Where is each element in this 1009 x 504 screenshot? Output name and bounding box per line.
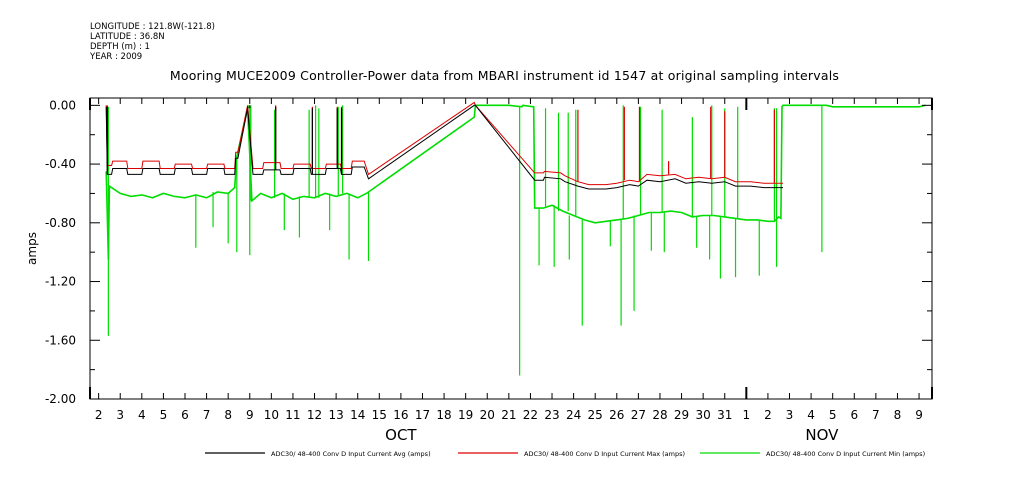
x-tick-label: 6	[850, 408, 858, 422]
x-tick-label: 15	[372, 408, 387, 422]
series-line-3	[105, 104, 926, 260]
y-tick-label: -2.00	[45, 392, 76, 406]
series-line-1	[105, 104, 783, 190]
legend-layer: ADC30/ 48-400 Conv D Input Current Avg (…	[205, 450, 925, 458]
month-label: NOV	[805, 426, 839, 444]
x-tick-label: 11	[285, 408, 300, 422]
chart-title: Mooring MUCE2009 Controller-Power data f…	[169, 68, 840, 83]
series-line-2	[105, 101, 783, 186]
x-tick-label: 3	[116, 408, 124, 422]
x-tick-label: 21	[501, 408, 516, 422]
x-tick-label: 2	[764, 408, 772, 422]
x-tick-label: 30	[696, 408, 711, 422]
x-tick-label: 3	[786, 408, 794, 422]
x-tick-label: 27	[631, 408, 646, 422]
x-tick-label: 4	[807, 408, 815, 422]
y-tick-label: -0.80	[45, 216, 76, 230]
x-tick-label: 26	[609, 408, 624, 422]
x-tick-label: 20	[480, 408, 495, 422]
x-tick-label: 12	[307, 408, 322, 422]
latitude-text: LATITUDE : 36.8N	[90, 32, 165, 42]
legend-label-2: ADC30/ 48-400 Conv D Input Current Max (…	[524, 450, 685, 458]
x-tick-label: 22	[523, 408, 538, 422]
metadata-block: LONGITUDE : 121.8W(-121.8) LATITUDE : 36…	[90, 22, 215, 62]
x-tick-label: 7	[203, 408, 211, 422]
y-tick-label: -0.40	[45, 157, 76, 171]
longitude-text: LONGITUDE : 121.8W(-121.8)	[90, 22, 215, 32]
plot-frame	[89, 97, 933, 400]
x-tick-label: 9	[246, 408, 254, 422]
x-tick-label: 8	[894, 408, 902, 422]
legend-label-1: ADC30/ 48-400 Conv D Input Current Avg (…	[271, 450, 431, 458]
x-tick-label: 5	[160, 408, 168, 422]
x-tick-label: 9	[915, 408, 923, 422]
y-axis-label: amps	[25, 232, 39, 265]
x-tick-label: 16	[393, 408, 408, 422]
month-label: OCT	[385, 426, 417, 444]
x-tick-label: 18	[436, 408, 451, 422]
axes-layer: 0.00-0.40-0.80-1.20-1.60-2.002 3 4 5 6 7 8 9 10 1…	[25, 97, 933, 444]
depth-text: DEPTH (m) : 1	[90, 42, 150, 52]
x-tick-label: 10	[264, 408, 279, 422]
x-tick-label: 29	[674, 408, 689, 422]
x-tick-label: 17	[415, 408, 430, 422]
x-tick-label: 4	[138, 408, 146, 422]
x-tick-label: 19	[458, 408, 473, 422]
x-tick-label: 23	[544, 408, 559, 422]
x-tick-label: 5	[829, 408, 837, 422]
x-tick-label: 2	[95, 408, 103, 422]
x-tick-label: 6	[181, 408, 189, 422]
x-tick-label: 14	[350, 408, 365, 422]
x-tick-label: 25	[588, 408, 603, 422]
x-tick-label: 7	[872, 408, 880, 422]
x-tick-label: 24	[566, 408, 581, 422]
y-tick-label: -1.60	[45, 333, 76, 347]
x-tick-label: 1	[743, 408, 751, 422]
x-tick-label: 13	[328, 408, 343, 422]
year-text: YEAR : 2009	[90, 52, 143, 62]
series-layer	[105, 101, 926, 376]
x-tick-label: 28	[652, 408, 667, 422]
y-tick-label: 0.00	[49, 98, 76, 112]
legend-label-3: ADC30/ 48-400 Conv D Input Current Min (…	[766, 450, 925, 458]
y-tick-label: -1.20	[45, 275, 76, 289]
x-tick-label: 31	[717, 408, 732, 422]
x-tick-label: 8	[224, 408, 232, 422]
